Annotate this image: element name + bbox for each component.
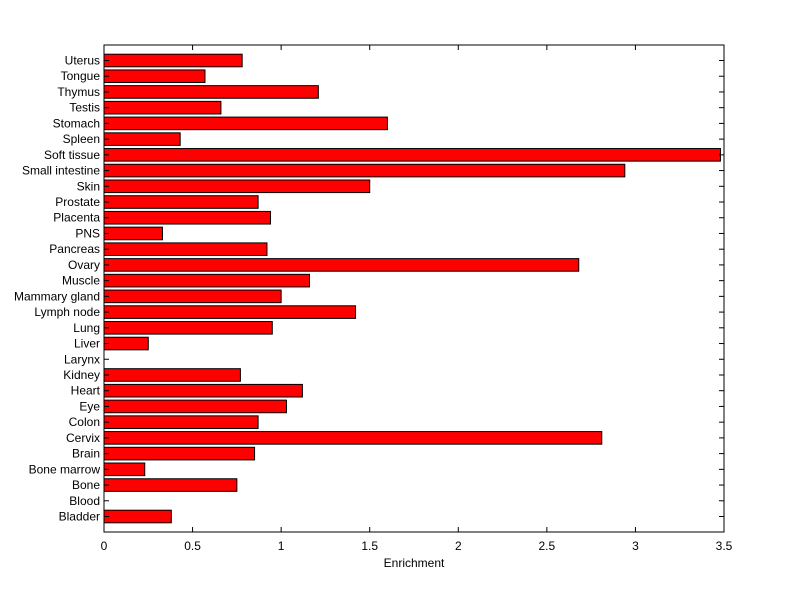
x-tick-label: 3.5 [716, 539, 733, 553]
y-tick-label-thymus: Thymus [57, 85, 100, 99]
y-tick-label-bone: Bone [72, 478, 100, 492]
y-tick-label-uterus: Uterus [65, 54, 100, 68]
y-tick-label-colon: Colon [69, 415, 100, 429]
bar-brain [103, 446, 256, 461]
x-axis-title: Enrichment [384, 556, 445, 570]
bar-bone [103, 478, 238, 492]
y-tick-label-eye: Eye [79, 399, 100, 413]
bar-testis [103, 100, 222, 115]
y-tick-label-spleen: Spleen [63, 132, 100, 146]
bar-soft-tissue [103, 148, 721, 162]
y-tick-label-bladder: Bladder [59, 510, 100, 524]
bar-thymus [103, 85, 319, 99]
y-tick-label-muscle: Muscle [62, 274, 100, 288]
y-tick-label-lung: Lung [73, 321, 100, 335]
bar-stomach [103, 116, 388, 131]
y-tick-label-brain: Brain [72, 447, 100, 461]
y-tick-label-larynx: Larynx [64, 352, 100, 366]
bar-uterus [103, 53, 243, 68]
bar-muscle [103, 273, 310, 288]
y-tick-label-pns: PNS [75, 226, 100, 240]
y-tick-label-mammary-gland: Mammary gland [14, 289, 100, 303]
y-tick-label-blood: Blood [69, 494, 100, 508]
y-tick-label-placenta: Placenta [53, 211, 100, 225]
bar-skin [103, 179, 371, 194]
bar-colon [103, 415, 259, 429]
bar-kidney [103, 368, 241, 382]
bar-mammary-gland [103, 289, 282, 304]
y-tick-label-kidney: Kidney [63, 368, 100, 382]
y-tick-label-soft-tissue: Soft tissue [44, 148, 100, 162]
x-tick-label: 1 [278, 539, 285, 553]
bar-spleen [103, 132, 181, 146]
bar-small-intestine [103, 163, 626, 178]
bar-eye [103, 399, 287, 414]
bar-cervix [103, 431, 603, 445]
x-tick-label: 0.5 [184, 539, 201, 553]
x-tick-label: 2.5 [539, 539, 556, 553]
bar-placenta [103, 210, 272, 225]
bar-prostate [103, 195, 259, 209]
y-tick-label-bone-marrow: Bone marrow [29, 462, 101, 476]
y-tick-label-tongue: Tongue [61, 69, 101, 83]
y-tick-label-cervix: Cervix [66, 431, 100, 445]
y-tick-label-liver: Liver [74, 337, 100, 351]
bar-pancreas [103, 242, 268, 256]
bar-liver [103, 336, 149, 351]
bar-heart [103, 383, 303, 398]
bar-pns [103, 226, 163, 241]
y-tick-label-ovary: Ovary [68, 258, 100, 272]
x-ticks-group: 0 0.5 1 1.5 2 2.5 3 3.5 [101, 45, 733, 553]
y-tick-label-small-intestine: Small intestine [22, 164, 100, 178]
x-tick-label: 1.5 [361, 539, 378, 553]
y-tick-label-stomach: Stomach [53, 116, 100, 130]
y-tick-label-pancreas: Pancreas [49, 242, 100, 256]
x-tick-label: 0 [101, 539, 108, 553]
bar-lung [103, 321, 273, 335]
x-tick-label: 2 [455, 539, 462, 553]
y-tick-label-lymph-node: Lymph node [34, 305, 100, 319]
bar-bone-marrow [103, 462, 146, 477]
x-tick-label: 3 [632, 539, 639, 553]
y-tick-label-prostate: Prostate [55, 195, 100, 209]
bars-group [103, 53, 721, 524]
y-tick-label-skin: Skin [77, 179, 100, 193]
y-tick-label-testis: Testis [69, 101, 100, 115]
bar-lymph-node [103, 305, 357, 319]
bar-ovary [103, 258, 580, 272]
bar-bladder [103, 509, 172, 524]
y-tick-label-heart: Heart [71, 384, 101, 398]
bar-tongue [103, 69, 206, 84]
